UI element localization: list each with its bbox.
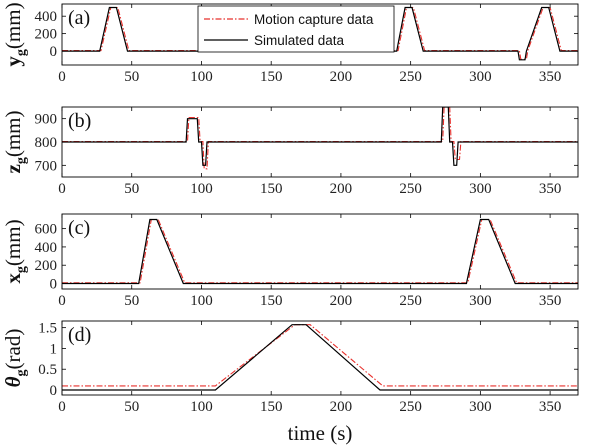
panel-3: 0 50 100 150 200 250 300 350 0 200 400 600 (c) xg(mm) (1, 213, 579, 309)
y-tick-label: 0 (50, 383, 58, 399)
x-tick-label: 350 (539, 181, 562, 197)
x-tick-label: 350 (539, 293, 562, 309)
y-tick-label: 0 (50, 277, 58, 293)
x-tick-label: 150 (260, 399, 283, 415)
x-tick-label: 200 (330, 399, 353, 415)
y-tick-label: 1 (50, 341, 58, 357)
x-tick-label: 300 (469, 399, 492, 415)
panel-label: (c) (68, 217, 90, 239)
axes-box (61, 320, 579, 396)
x-tick-label: 200 (330, 181, 353, 197)
panel-label: (d) (68, 324, 91, 346)
panel-2: 0 50 100 150 200 250 300 350 700 800 900 (b) zg(mm) (1, 106, 579, 197)
motion-capture-line (62, 324, 578, 387)
x-tick-label: 200 (330, 293, 353, 309)
x-tick-label: 250 (399, 399, 422, 415)
axes-box (61, 3, 579, 66)
y-tick-label: 0 (50, 44, 58, 60)
simulated-line (62, 6, 578, 61)
axes-box (61, 213, 579, 290)
legend-label: Motion capture data (254, 12, 374, 27)
x-tick-label: 350 (539, 399, 562, 415)
y-tick-label: 200 (35, 27, 58, 43)
x-tick-label: 100 (190, 293, 213, 309)
x-tick-label: 100 (190, 181, 213, 197)
x-tick-label: 250 (399, 69, 422, 85)
x-tick-label: 100 (190, 399, 213, 415)
x-tick-label: 50 (124, 69, 139, 85)
x-tick-label: 50 (124, 293, 139, 309)
legend: Motion capture data Simulated data (197, 5, 395, 53)
motion-capture-line (62, 107, 578, 170)
x-tick-label: 0 (58, 293, 66, 309)
x-tick-label: 250 (399, 293, 422, 309)
simulated-line (62, 218, 578, 285)
x-axis-label: time (s) (288, 421, 353, 445)
x-tick-label: 250 (399, 181, 422, 197)
y-tick-label: 400 (35, 240, 58, 256)
simulated-line (62, 107, 578, 166)
x-tick-label: 100 (190, 69, 213, 85)
panel-label: (b) (68, 110, 91, 132)
y-axis-label: yg(mm) (1, 2, 29, 66)
x-tick-label: 200 (330, 69, 353, 85)
x-tick-label: 0 (58, 181, 66, 197)
y-tick-label: 700 (35, 158, 58, 174)
y-tick-label: 800 (35, 135, 58, 151)
y-tick-label: 400 (35, 9, 58, 25)
panel-4: 0 50 100 150 200 250 300 350 0 0.5 1 1.5 (d) θg(rad) t… (1, 320, 579, 445)
y-axis-label: θg(rad) (1, 329, 29, 388)
simulated-line (62, 324, 578, 391)
legend-box (197, 5, 395, 53)
x-tick-label: 150 (260, 69, 283, 85)
x-tick-label: 300 (469, 293, 492, 309)
x-tick-label: 0 (58, 69, 66, 85)
x-tick-label: 350 (539, 69, 562, 85)
panel-label: (a) (68, 7, 90, 29)
x-tick-label: 50 (124, 399, 139, 415)
y-tick-label: 900 (35, 112, 58, 128)
x-tick-label: 150 (260, 181, 283, 197)
y-axis-label: xg(mm) (1, 219, 29, 283)
x-tick-label: 0 (58, 399, 66, 415)
x-tick-label: 300 (469, 181, 492, 197)
x-tick-label: 150 (260, 293, 283, 309)
motion-capture-line (62, 218, 578, 284)
y-axis-label: zg(mm) (1, 111, 29, 174)
x-tick-label: 300 (469, 69, 492, 85)
y-tick-label: 600 (35, 222, 58, 238)
x-tick-label: 50 (124, 181, 139, 197)
legend-label: Simulated data (254, 33, 345, 48)
y-tick-label: 1.5 (38, 321, 57, 337)
y-tick-label: 200 (35, 258, 58, 274)
y-tick-label: 0.5 (38, 362, 57, 378)
